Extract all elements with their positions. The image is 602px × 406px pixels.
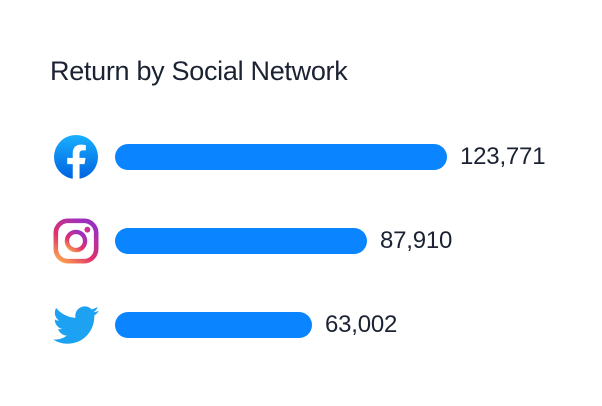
bar-value-instagram: 87,910 <box>380 227 453 254</box>
bar-value-twitter: 63,002 <box>325 311 398 338</box>
instagram-icon <box>50 218 102 264</box>
bar-row-instagram: 87,910 <box>50 217 562 265</box>
facebook-icon <box>50 135 102 179</box>
chart-title: Return by Social Network <box>50 56 348 86</box>
bar-row-twitter: 63,002 <box>50 301 562 349</box>
bar-row-facebook: 123,771 <box>50 133 562 181</box>
bar-fill <box>115 144 447 170</box>
bar-value-facebook: 123,771 <box>460 143 546 170</box>
bar-fill <box>115 312 312 338</box>
bar-fill <box>115 228 367 254</box>
twitter-icon <box>50 302 102 348</box>
